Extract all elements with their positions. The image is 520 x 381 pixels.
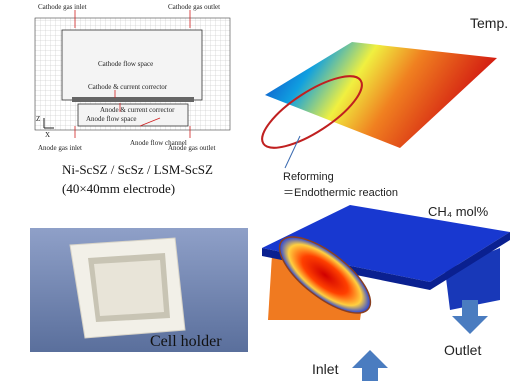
simulation: Temp. Reforming ＝Endothermic reaction CH… — [252, 15, 510, 381]
annotation: Reforming — [283, 171, 334, 183]
schematic: Cathode gas inlet Cathode gas outlet Cat… — [35, 3, 230, 152]
axis-label: Z — [36, 115, 40, 123]
label: Cathode gas outlet — [168, 3, 220, 11]
materials: (40×40mm electrode) — [62, 181, 175, 196]
label: Anode gas inlet — [38, 144, 82, 152]
label: Cathode flow space — [98, 60, 153, 68]
figure: Cathode gas inlet Cathode gas outlet Cat… — [0, 0, 520, 381]
ch4-label: CH₄ mol% — [428, 204, 489, 219]
label: Anode & current corrector — [100, 106, 175, 114]
photo: Cell holder — [30, 228, 248, 352]
outlet-label: Outlet — [444, 342, 481, 358]
label: Anode flow space — [86, 115, 137, 123]
inlet-label: Inlet — [312, 361, 339, 377]
label: Anode gas outlet — [168, 144, 215, 152]
label: Cathode gas inlet — [38, 3, 87, 11]
temp-label: Temp. — [470, 15, 508, 31]
materials: Ni-ScSZ / ScSz / LSM-ScSZ — [62, 162, 213, 177]
caption: Cell holder — [150, 333, 222, 350]
axis-label: X — [45, 131, 50, 139]
annotation: ＝Endothermic reaction — [283, 187, 398, 199]
label: Cathode & current corrector — [88, 83, 168, 91]
